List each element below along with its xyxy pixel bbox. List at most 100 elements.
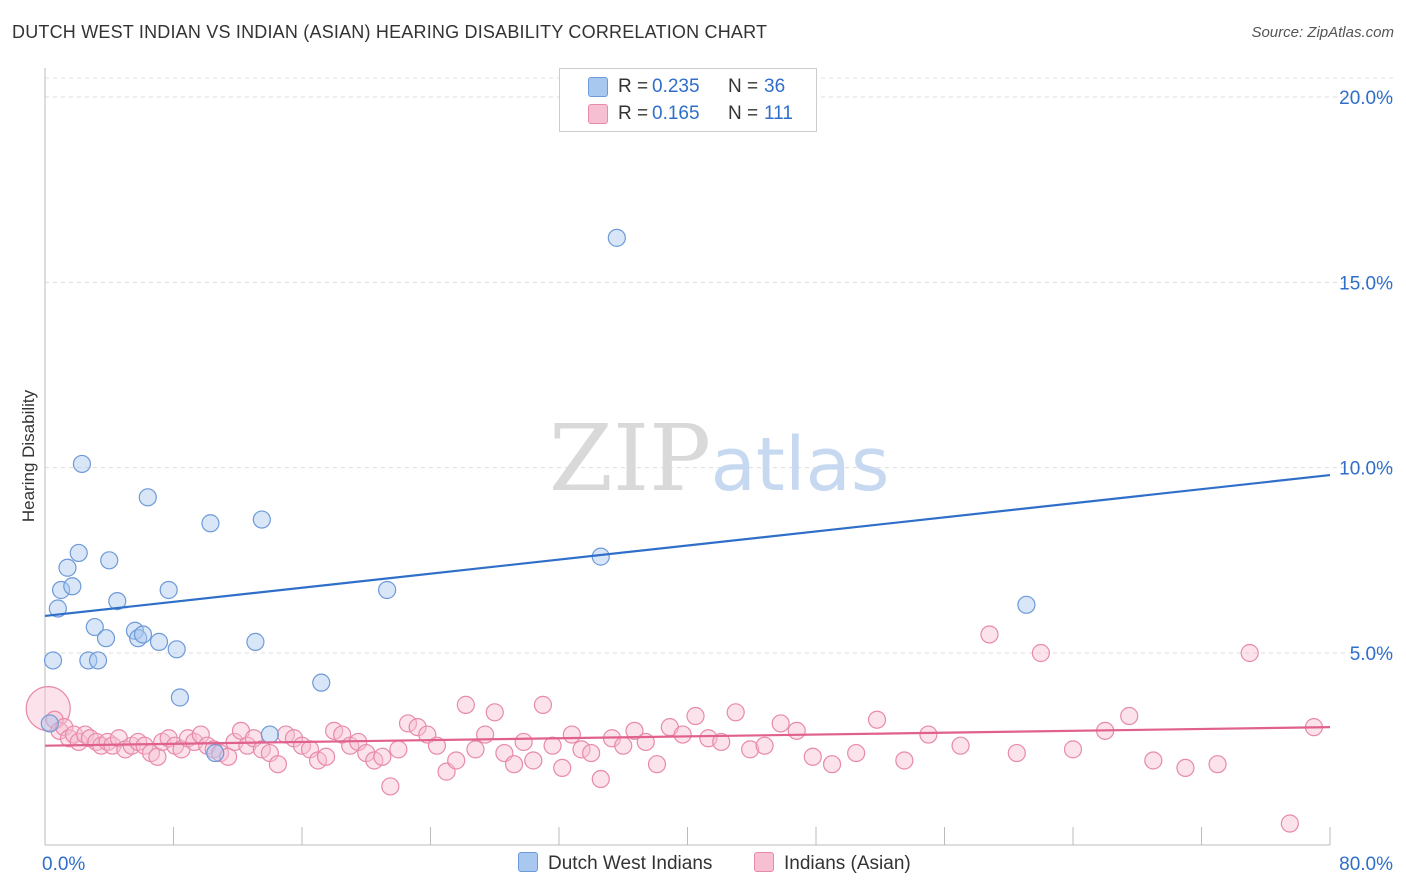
indians-asian-point xyxy=(686,706,705,726)
trend-lines xyxy=(44,473,1331,747)
dutch-west-indians-point xyxy=(378,580,397,600)
dutch-west-indians-point xyxy=(43,651,63,670)
indians-asian-point xyxy=(1280,814,1299,833)
dutch-west-indians-point xyxy=(138,488,157,507)
dutch-west-indians-point xyxy=(167,640,186,659)
dutch-west-indians-point xyxy=(51,580,71,600)
indians-asian-point xyxy=(919,725,938,744)
indians-asian-point xyxy=(787,721,806,740)
scatter-points xyxy=(25,228,1324,833)
indians-asian-point xyxy=(771,714,790,733)
indians-asian-point xyxy=(389,740,408,759)
legend-r-value: 0.165 xyxy=(652,103,700,124)
dutch-west-indians-point xyxy=(260,725,279,744)
indians-asian-point xyxy=(582,743,601,763)
watermark-zip: ZIP xyxy=(549,405,711,512)
indians-asian-point xyxy=(980,625,999,644)
indians-asian-point xyxy=(673,725,692,744)
dutch-west-indians-point xyxy=(40,714,59,733)
legend-n-label: N = xyxy=(728,76,759,97)
y-tick-label: 20.0% xyxy=(1339,88,1393,109)
indians-asian-point xyxy=(591,769,610,789)
indians-asian-point xyxy=(55,718,74,737)
indians-asian-point xyxy=(238,736,257,755)
indians-asian-trend-line xyxy=(44,726,1331,747)
legend-n-value: 111 xyxy=(764,103,793,124)
dutch-west-indians-point xyxy=(85,617,104,637)
indians-asian-point xyxy=(726,703,745,722)
indians-asian-point xyxy=(562,725,581,744)
legend-n-value: 36 xyxy=(764,76,786,97)
axes xyxy=(44,68,1331,846)
indians-asian-point xyxy=(381,777,400,796)
y-tick-label: 10.0% xyxy=(1339,459,1393,480)
indians-asian-point xyxy=(951,736,970,755)
legend-n-label: N = xyxy=(728,103,759,124)
dutch-west-indians-point xyxy=(79,651,98,670)
watermark-atlas: atlas xyxy=(711,422,890,508)
dutch-west-indians-trend-line xyxy=(44,473,1331,618)
axis-labels: 5.0% 10.0% 15.0% 20.0% 0.0% 80.0% Hearing Disa… xyxy=(19,88,1393,875)
indians-asian-point xyxy=(625,721,644,740)
indians-asian-point xyxy=(1007,743,1026,763)
x-tick-label: 0.0% xyxy=(42,854,85,875)
gridlines xyxy=(45,77,1393,654)
indians-asian-point xyxy=(553,758,572,778)
bottom-legend-label: Indians (Asian) xyxy=(784,853,911,874)
indians-asian-point xyxy=(524,751,543,770)
indians-asian-point xyxy=(1240,643,1259,663)
x-tick-label: 80.0% xyxy=(1339,854,1393,875)
dutch-west-indians-point xyxy=(312,673,331,692)
indians-asian-point xyxy=(159,729,178,748)
dutch-west-indians-point xyxy=(206,743,225,763)
indians-asian-point xyxy=(466,740,485,759)
indians-asian-point xyxy=(427,736,447,755)
indians-asian-point xyxy=(268,755,288,774)
dutch-west-indians-point xyxy=(607,228,626,247)
y-tick-label: 15.0% xyxy=(1339,273,1393,294)
indians-asian-point xyxy=(803,747,822,766)
indians-asian-point xyxy=(1120,706,1139,726)
legend: R = 0.235 N = 36 R = 0.165 N = 111 xyxy=(559,68,817,132)
indians-asian-point xyxy=(755,736,774,755)
indians-asian-point xyxy=(572,740,591,759)
dutch-west-indians-point xyxy=(159,580,178,600)
dutch-west-indians-point xyxy=(246,632,265,651)
indians-asian-point xyxy=(514,732,533,752)
legend-swatch-dutch-west-indians xyxy=(588,77,608,97)
indians-asian-point xyxy=(741,740,760,759)
dutch-west-indians-point xyxy=(170,688,190,707)
indians-asian-point xyxy=(847,743,866,763)
dutch-west-indians-point xyxy=(48,599,67,618)
dutch-west-indians-point xyxy=(100,551,119,570)
dutch-west-indians-point xyxy=(69,543,88,563)
bottom-legend-swatch-dutch-west-indians xyxy=(518,852,538,872)
indians-asian-point xyxy=(398,714,418,733)
indians-asian-point xyxy=(485,703,504,722)
indians-asian-point xyxy=(895,751,914,770)
indians-asian-point xyxy=(543,736,562,755)
indians-asian-point xyxy=(822,755,842,774)
bottom-legend-indians-asian: Indians (Asian) xyxy=(754,852,911,876)
indians-asian-point xyxy=(316,747,336,766)
legend-swatch-indians-asian xyxy=(588,104,608,124)
indians-asian-point xyxy=(1144,751,1163,770)
dutch-west-indians-point xyxy=(252,510,271,529)
dutch-west-indians-point xyxy=(108,592,127,611)
dutch-west-indians-point xyxy=(133,625,153,644)
chart-title: DUTCH WEST INDIAN VS INDIAN (ASIAN) HEAR… xyxy=(12,22,768,42)
indians-asian-point xyxy=(447,751,466,770)
dutch-west-indians-point xyxy=(1017,595,1036,614)
indians-asian-point xyxy=(1063,740,1083,759)
source-label: Source: ZipAtlas.com xyxy=(1251,24,1394,41)
y-tick-label: 5.0% xyxy=(1350,644,1393,665)
indians-asian-point xyxy=(1208,755,1227,774)
dutch-west-indians-point xyxy=(96,629,116,648)
indians-asian-point xyxy=(533,695,553,714)
indians-asian-point xyxy=(1031,643,1050,663)
watermark: ZIP atlas xyxy=(549,405,890,512)
indians-asian-point xyxy=(373,747,392,766)
indians-asian-point xyxy=(135,736,154,755)
indians-asian-point xyxy=(712,732,731,752)
